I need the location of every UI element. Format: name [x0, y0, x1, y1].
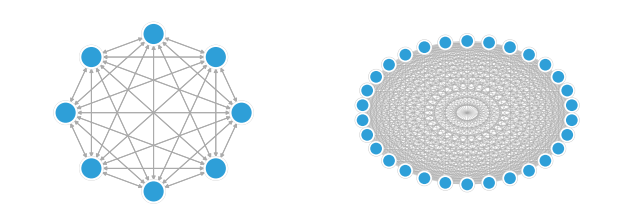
Circle shape — [80, 45, 103, 69]
Circle shape — [418, 40, 431, 54]
Circle shape — [564, 113, 579, 128]
Circle shape — [438, 35, 452, 50]
Circle shape — [360, 83, 374, 98]
Circle shape — [538, 153, 552, 168]
Circle shape — [503, 171, 517, 185]
Circle shape — [539, 58, 552, 71]
Circle shape — [565, 114, 579, 127]
Circle shape — [398, 48, 413, 62]
Circle shape — [80, 46, 102, 68]
Circle shape — [356, 114, 369, 127]
Circle shape — [143, 180, 164, 202]
Circle shape — [438, 176, 452, 190]
Circle shape — [399, 164, 412, 177]
Circle shape — [230, 102, 253, 124]
Circle shape — [142, 180, 165, 203]
Circle shape — [382, 154, 396, 167]
Circle shape — [483, 176, 496, 190]
Circle shape — [382, 57, 396, 72]
Circle shape — [417, 171, 431, 185]
Circle shape — [54, 102, 77, 124]
Circle shape — [438, 36, 452, 49]
Circle shape — [565, 99, 579, 112]
Circle shape — [382, 58, 396, 71]
Circle shape — [399, 48, 412, 61]
Circle shape — [539, 154, 552, 167]
Circle shape — [503, 40, 516, 54]
Circle shape — [460, 34, 474, 48]
Circle shape — [438, 176, 452, 190]
Circle shape — [503, 40, 517, 54]
Circle shape — [560, 128, 575, 142]
Circle shape — [80, 157, 102, 179]
Circle shape — [205, 157, 227, 179]
Circle shape — [205, 46, 227, 68]
Circle shape — [551, 141, 566, 156]
Circle shape — [355, 113, 370, 128]
Circle shape — [204, 157, 227, 180]
Circle shape — [461, 34, 474, 48]
Circle shape — [360, 84, 374, 97]
Circle shape — [143, 23, 164, 45]
Circle shape — [538, 57, 552, 72]
Circle shape — [551, 70, 566, 84]
Circle shape — [522, 164, 536, 177]
Circle shape — [369, 70, 383, 84]
Circle shape — [483, 36, 496, 49]
Circle shape — [552, 70, 565, 84]
Circle shape — [418, 171, 431, 185]
Circle shape — [522, 164, 536, 178]
Circle shape — [552, 142, 565, 155]
Circle shape — [360, 128, 374, 142]
Circle shape — [503, 171, 516, 185]
Circle shape — [142, 22, 165, 46]
Circle shape — [369, 141, 383, 156]
Circle shape — [560, 83, 575, 98]
Circle shape — [522, 48, 536, 62]
Circle shape — [398, 164, 413, 178]
Circle shape — [417, 40, 431, 54]
Circle shape — [369, 142, 383, 155]
Circle shape — [561, 128, 574, 142]
Circle shape — [564, 98, 579, 112]
Circle shape — [482, 35, 496, 50]
Circle shape — [204, 45, 227, 69]
Circle shape — [80, 157, 103, 180]
Circle shape — [230, 101, 253, 124]
Circle shape — [461, 178, 474, 191]
Circle shape — [355, 98, 370, 112]
Circle shape — [356, 99, 369, 112]
Circle shape — [482, 176, 496, 190]
Circle shape — [54, 101, 77, 124]
Circle shape — [522, 48, 536, 61]
Circle shape — [460, 177, 474, 192]
Circle shape — [561, 84, 574, 97]
Circle shape — [360, 128, 374, 142]
Circle shape — [382, 153, 396, 168]
Circle shape — [369, 70, 383, 84]
